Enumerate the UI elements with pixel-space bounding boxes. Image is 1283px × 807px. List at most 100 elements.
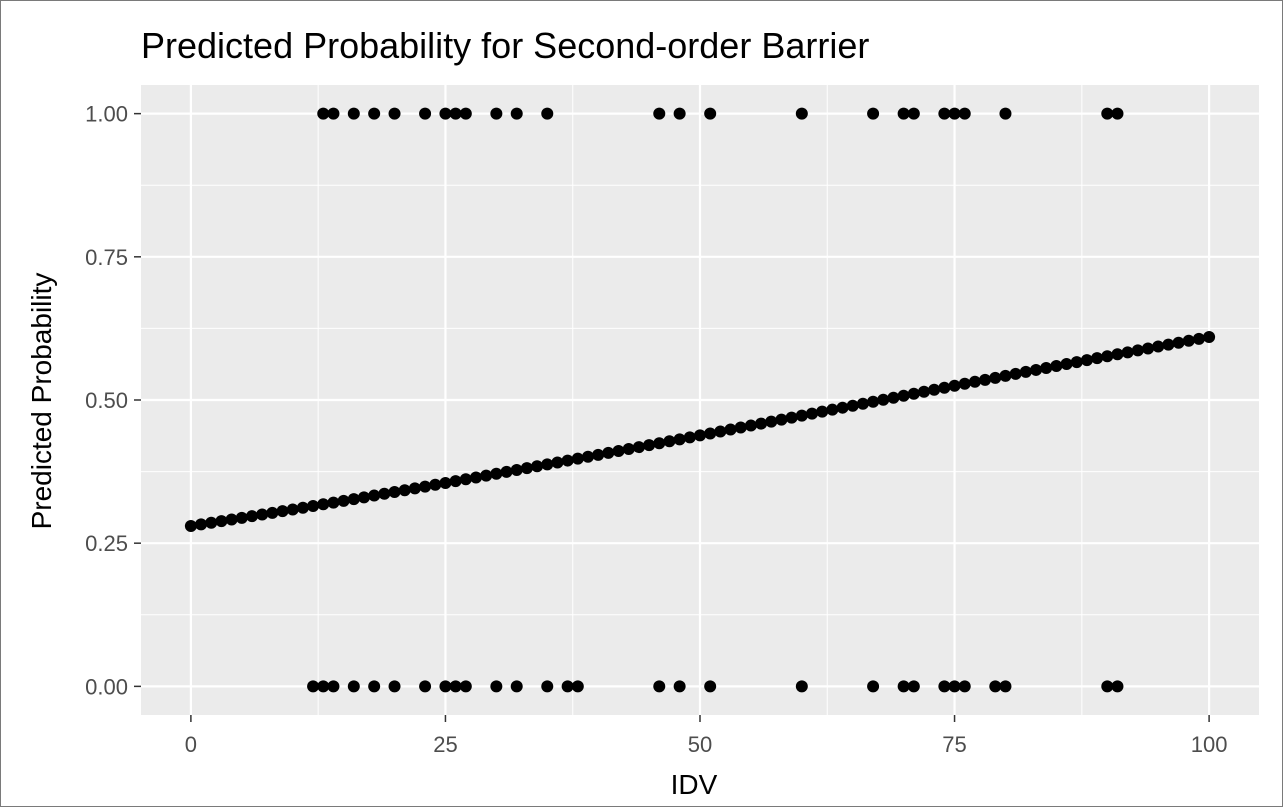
observed-point-0 (938, 680, 951, 693)
predicted-point (806, 407, 819, 420)
observed-point-1 (317, 107, 330, 120)
observed-point-0 (439, 680, 452, 693)
predicted-point (469, 471, 482, 484)
observed-point-0 (948, 680, 961, 693)
predicted-point (1121, 346, 1134, 359)
predicted-point (1019, 365, 1032, 378)
x-tick-label: 75 (942, 732, 966, 757)
predicted-point (1142, 342, 1155, 355)
observed-point-0 (490, 680, 503, 693)
predicted-point (480, 469, 493, 482)
predicted-point (612, 444, 625, 457)
predicted-point (1152, 340, 1165, 353)
y-axis-title: Predicted Probability (26, 273, 57, 530)
observed-point-1 (490, 107, 503, 120)
predicted-point (520, 462, 533, 475)
predicted-point (1162, 338, 1175, 351)
predicted-point (1030, 363, 1043, 376)
observed-point-1 (347, 107, 360, 120)
predicted-point (622, 443, 635, 456)
observed-point-1 (327, 107, 340, 120)
predicted-point (744, 419, 757, 432)
predicted-point (826, 403, 839, 416)
observed-point-0 (419, 680, 432, 693)
observed-point-0 (459, 680, 472, 693)
predicted-point (256, 508, 269, 521)
observed-point-0 (867, 680, 880, 693)
observed-point-1 (867, 107, 880, 120)
predicted-point (989, 371, 1002, 384)
predicted-point (195, 518, 208, 531)
observed-point-0 (327, 680, 340, 693)
predicted-point (225, 513, 238, 526)
predicted-point (531, 460, 544, 473)
observed-point-1 (510, 107, 523, 120)
y-tick-label: 0.75 (85, 245, 128, 270)
predicted-point (887, 391, 900, 404)
predicted-point (704, 427, 717, 440)
observed-point-1 (368, 107, 381, 120)
predicted-point (1192, 332, 1205, 345)
predicted-point (551, 456, 564, 469)
observed-point-0 (795, 680, 808, 693)
predicted-point (205, 516, 218, 529)
predicted-point (602, 446, 615, 459)
predicted-point (765, 415, 778, 428)
predicted-point (327, 496, 340, 509)
x-tick-label: 100 (1191, 732, 1228, 757)
observed-point-1 (459, 107, 472, 120)
predicted-point (938, 381, 951, 394)
y-tick-label: 0.50 (85, 388, 128, 413)
observed-point-0 (704, 680, 717, 693)
predicted-point (755, 417, 768, 430)
predicted-point (490, 467, 503, 480)
observed-point-0 (510, 680, 523, 693)
observed-point-0 (317, 680, 330, 693)
observed-point-0 (1111, 680, 1124, 693)
predicted-point (449, 475, 462, 488)
predicted-point (663, 435, 676, 448)
observed-point-1 (897, 107, 910, 120)
observed-point-1 (948, 107, 961, 120)
observed-point-1 (795, 107, 808, 120)
observed-point-0 (571, 680, 584, 693)
y-tick-label: 0.25 (85, 531, 128, 556)
predicted-point (1101, 350, 1114, 363)
x-tick-label: 50 (688, 732, 712, 757)
predicted-point (541, 458, 554, 471)
predicted-point (581, 450, 594, 463)
predicted-point (429, 478, 442, 491)
predicted-point (1131, 344, 1144, 357)
observed-point-1 (704, 107, 717, 120)
predicted-point (1203, 331, 1216, 343)
observed-point-1 (653, 107, 666, 120)
observed-point-1 (999, 107, 1012, 120)
predicted-point (184, 520, 197, 532)
observed-point-0 (897, 680, 910, 693)
observed-point-0 (388, 680, 401, 693)
predicted-point (215, 515, 228, 528)
predicted-point (1172, 336, 1185, 349)
predicted-point (1111, 348, 1124, 361)
predicted-point (245, 510, 258, 523)
predicted-point (571, 452, 584, 465)
predicted-point (632, 441, 645, 454)
predicted-point (419, 480, 432, 493)
predicted-point (592, 448, 605, 461)
predicted-point (459, 473, 472, 486)
observed-point-0 (958, 680, 971, 693)
predicted-point (846, 399, 859, 412)
observed-point-0 (673, 680, 686, 693)
predicted-point (439, 476, 452, 489)
predicted-point (714, 425, 727, 438)
predicted-point (1009, 367, 1022, 380)
predicted-point (958, 377, 971, 390)
predicted-point (357, 491, 370, 504)
predicted-point (907, 387, 920, 400)
predicted-point (368, 489, 381, 502)
observed-point-0 (541, 680, 554, 693)
predicted-point (235, 511, 248, 524)
predicted-point (317, 498, 330, 511)
observed-point-1 (907, 107, 920, 120)
